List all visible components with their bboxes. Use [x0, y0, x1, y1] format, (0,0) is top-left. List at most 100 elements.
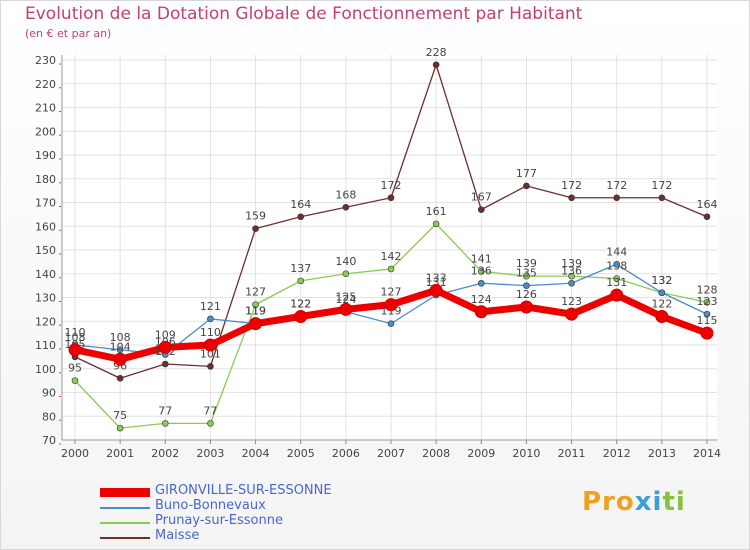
- legend-swatch: [100, 507, 150, 509]
- data-label-gironville-sur-essonne: 115: [697, 314, 718, 327]
- data-point-gironville-sur-essonne: [294, 310, 308, 323]
- data-label-maisse: 172: [381, 179, 402, 192]
- data-label-buno-bonnevaux: 108: [110, 331, 131, 344]
- data-point-maisse: [432, 61, 440, 69]
- data-point-gironville-sur-essonne: [610, 288, 624, 302]
- y-tick-label: 230: [35, 54, 56, 67]
- data-point-gironville-sur-essonne: [249, 317, 263, 331]
- data-label-buno-bonnevaux: 144: [606, 245, 627, 258]
- data-point-gironville-sur-essonne: [113, 352, 127, 366]
- data-label-gironville-sur-essonne: 122: [651, 298, 672, 311]
- y-tick-label: 120: [35, 315, 56, 328]
- x-tick-label: 2010: [512, 447, 540, 460]
- x-tick-label: 2013: [648, 447, 676, 460]
- data-label-prunay-sur-essonne: 75: [113, 409, 127, 422]
- x-tick-label: 2003: [196, 447, 224, 460]
- legend-label: Prunay-sur-Essonne: [155, 513, 283, 528]
- data-label-buno-bonnevaux: 136: [471, 264, 492, 277]
- data-label-buno-bonnevaux: 131: [426, 276, 447, 289]
- x-tick-label: 2012: [603, 447, 631, 460]
- data-point-gironville-sur-essonne: [565, 307, 579, 321]
- data-label-gironville-sur-essonne: 125: [335, 290, 356, 303]
- data-label-gironville-sur-essonne: 133: [426, 271, 447, 284]
- x-tick-label: 2006: [332, 447, 360, 460]
- data-point-buno-bonnevaux: [207, 315, 214, 323]
- data-label-prunay-sur-essonne: 142: [381, 250, 402, 263]
- y-tick-label: 140: [35, 268, 56, 281]
- data-point-buno-bonnevaux: [387, 320, 395, 327]
- y-tick-label: 190: [35, 149, 56, 162]
- data-label-maisse: 167: [471, 191, 492, 204]
- data-label-maisse: 172: [606, 179, 627, 192]
- data-point-buno-bonnevaux: [658, 289, 666, 297]
- data-label-maisse: 164: [290, 198, 311, 211]
- data-point-prunay-sur-essonne: [477, 268, 485, 275]
- data-label-gironville-sur-essonne: 123: [561, 295, 582, 308]
- data-point-maisse: [568, 194, 575, 202]
- data-point-prunay-sur-essonne: [252, 301, 259, 308]
- data-point-gironville-sur-essonne: [68, 343, 82, 357]
- data-point-maisse: [116, 374, 124, 382]
- data-point-gironville-sur-essonne: [474, 305, 488, 319]
- data-point-buno-bonnevaux: [568, 279, 575, 287]
- data-point-prunay-sur-essonne: [297, 277, 305, 285]
- data-point-gironville-sur-essonne: [339, 302, 353, 316]
- chart-title: Evolution de la Dotation Globale de Fonc…: [25, 4, 583, 24]
- data-label-prunay-sur-essonne: 137: [290, 262, 311, 275]
- data-label-gironville-sur-essonne: 119: [245, 305, 266, 318]
- data-point-maisse: [523, 182, 530, 190]
- x-tick-label: 2011: [558, 447, 586, 460]
- data-label-buno-bonnevaux: 136: [561, 264, 582, 277]
- data-label-buno-bonnevaux: 135: [516, 267, 537, 280]
- data-label-buno-bonnevaux: 121: [200, 300, 221, 313]
- data-point-prunay-sur-essonne: [116, 424, 124, 432]
- data-label-prunay-sur-essonne: 128: [697, 283, 718, 296]
- y-tick-label: 220: [35, 78, 56, 91]
- data-point-prunay-sur-essonne: [71, 377, 79, 384]
- data-point-gironville-sur-essonne: [519, 300, 533, 314]
- data-label-buno-bonnevaux: 123: [697, 295, 718, 308]
- data-label-buno-bonnevaux: 110: [65, 326, 86, 339]
- data-label-prunay-sur-essonne: 77: [158, 404, 172, 417]
- data-point-maisse: [207, 363, 214, 370]
- data-point-prunay-sur-essonne: [207, 420, 214, 427]
- data-label-gironville-sur-essonne: 108: [65, 331, 86, 344]
- data-label-gironville-sur-essonne: 131: [606, 276, 627, 289]
- data-point-maisse: [387, 194, 395, 202]
- legend-label: Maisse: [155, 528, 200, 543]
- data-point-gironville-sur-essonne: [429, 283, 443, 297]
- data-label-maisse: 101: [200, 347, 221, 360]
- data-point-buno-bonnevaux: [703, 310, 711, 318]
- data-point-prunay-sur-essonne: [523, 272, 530, 280]
- x-tick-label: 2014: [693, 447, 721, 460]
- data-label-prunay-sur-essonne: 77: [203, 404, 217, 417]
- data-point-buno-bonnevaux: [613, 260, 621, 268]
- data-label-gironville-sur-essonne: 122: [290, 298, 311, 311]
- legend-label: GIRONVILLE-SUR-ESSONNE: [155, 483, 332, 498]
- data-point-prunay-sur-essonne: [568, 272, 575, 280]
- data-point-buno-bonnevaux: [523, 282, 530, 289]
- data-label-maisse: 172: [651, 179, 672, 192]
- y-tick-label: 110: [35, 339, 56, 352]
- y-tick-label: 210: [35, 102, 56, 115]
- data-point-gironville-sur-essonne: [700, 326, 714, 340]
- data-point-maisse: [297, 213, 305, 221]
- data-label-prunay-sur-essonne: 140: [335, 255, 356, 268]
- y-tick-label: 150: [35, 244, 56, 257]
- x-tick-label: 2007: [377, 447, 405, 460]
- data-label-maisse: 228: [426, 46, 447, 59]
- data-label-prunay-sur-essonne: 95: [68, 362, 82, 375]
- legend-label: Buno-Bonnevaux: [155, 498, 266, 513]
- legend-swatch: [100, 537, 150, 539]
- data-point-prunay-sur-essonne: [613, 275, 621, 282]
- data-label-prunay-sur-essonne: 127: [245, 286, 266, 299]
- data-point-gironville-sur-essonne: [384, 298, 398, 312]
- data-point-gironville-sur-essonne: [203, 338, 217, 352]
- data-label-buno-bonnevaux: 132: [651, 274, 672, 287]
- data-label-prunay-sur-essonne: 132: [651, 274, 672, 287]
- data-point-prunay-sur-essonne: [161, 420, 169, 427]
- data-label-gironville-sur-essonne: 109: [155, 328, 176, 341]
- y-tick-label: 80: [42, 410, 56, 423]
- data-point-maisse: [161, 360, 169, 368]
